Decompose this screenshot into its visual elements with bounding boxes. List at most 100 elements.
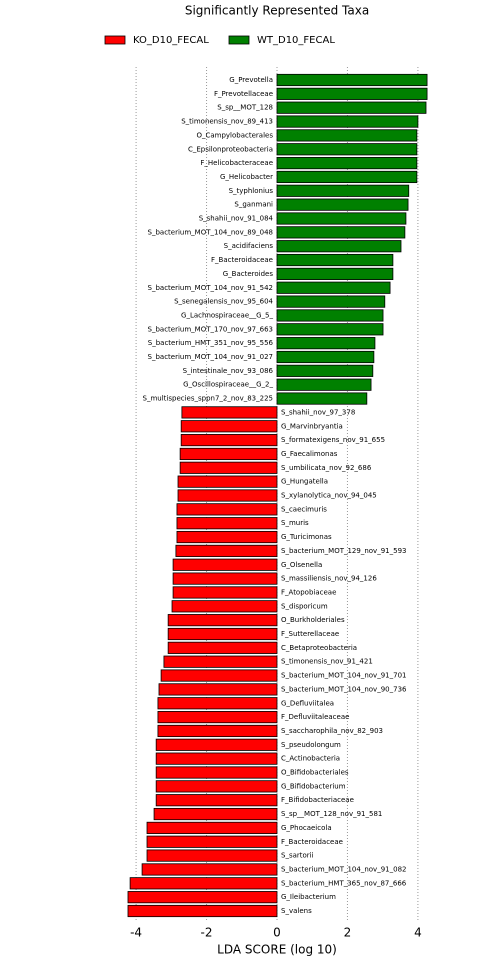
bar: [177, 475, 278, 488]
legend-swatch: [104, 35, 126, 45]
bar: [276, 226, 406, 239]
bar-label: S_caecimuris: [281, 505, 327, 513]
bar: [160, 669, 278, 682]
bar-label: G_Faecalimonas: [281, 450, 338, 458]
bar: [172, 558, 278, 571]
bar: [171, 600, 278, 613]
x-tick-label: 4: [414, 926, 422, 940]
bar-label: G_Bacteroides: [223, 270, 274, 278]
bar-label: G_Turicimonas: [281, 533, 332, 541]
bar: [155, 780, 278, 793]
bar-label: F_Bifidobacteriaceae: [281, 796, 354, 804]
bar: [163, 655, 278, 668]
bar: [157, 724, 278, 738]
bar: [167, 641, 278, 654]
bar-label: S_bacterium_HMT_351_nov_95_556: [148, 339, 274, 347]
bar-label: G_Prevotella: [229, 76, 273, 84]
bar-label: S_timonensis_nov_91_421: [281, 658, 373, 666]
bar-label: F_Atopobiaceae: [281, 588, 336, 596]
bar-label: S_umbilicata_nov_92_686: [281, 464, 372, 472]
bar: [181, 406, 278, 419]
bar-label: S_intestinale_nov_93_086: [183, 367, 274, 375]
bar-label: S_typhlonius: [229, 187, 274, 195]
bar: [179, 447, 278, 461]
bar: [155, 738, 278, 751]
bar: [276, 212, 407, 225]
bar: [153, 807, 278, 821]
bar-label: G_Oscillospiraceae__G_2_: [183, 381, 273, 389]
bar: [276, 364, 374, 377]
x-axis-label: LDA SCORE (log 10): [217, 943, 337, 957]
bar-label: F_Bacteroidaceae: [211, 256, 273, 264]
bar: [176, 503, 278, 516]
bar-label: F_Sutterellaceae: [281, 630, 339, 638]
bar: [276, 392, 368, 405]
bar-label: S_bacterium_MOT_104_nov_89_048: [148, 228, 273, 236]
bar: [127, 904, 278, 918]
bar: [276, 87, 428, 100]
bar-label: F_Defluviitaleaceae: [281, 713, 349, 721]
bar-label: S_saccharophila_nov_82_903: [281, 727, 383, 735]
bar-label: S_acidifaciens: [224, 242, 274, 250]
bar-label: S_senegalensis_nov_95_604: [174, 298, 273, 306]
x-tick-label: 2: [344, 926, 352, 940]
bar-label: S_bacterium_MOT_129_nov_91_593: [281, 547, 406, 555]
bar-label: G_Marvinbryantia: [281, 422, 343, 430]
bar-label: G_Defluviitalea: [281, 699, 334, 707]
bar: [146, 835, 278, 848]
bar: [158, 683, 278, 696]
bar-label: S_ganmani: [234, 201, 273, 209]
bar: [276, 323, 384, 336]
bar-label: G_Hungatella: [281, 478, 328, 486]
bar-label: S_formatexigens_nov_91_655: [281, 436, 385, 444]
bar-label: O_Burkholderiales: [281, 616, 345, 624]
bar: [276, 281, 391, 294]
bar-label: C_Actinobacteria: [281, 755, 340, 763]
x-tick-label: -4: [130, 926, 142, 940]
bar: [276, 267, 394, 280]
bar-label: F_Bacteroidaceae: [281, 838, 343, 846]
bar: [129, 877, 278, 890]
bar-label: S_bacterium_MOT_104_nov_90_736: [281, 685, 407, 693]
bar-label: G_Olsenella: [281, 561, 322, 569]
x-tick-label: -2: [201, 926, 213, 940]
bar: [276, 378, 372, 391]
bar-label: S_shahii_nov_91_084: [199, 215, 274, 223]
bar: [155, 794, 278, 807]
bar-label: S_sartorii: [281, 852, 314, 860]
bar-label: G_Lachnospiraceae__G_5_: [181, 311, 273, 319]
bar-label: S_bacterium_MOT_104_nov_91_027: [148, 353, 273, 361]
bar-label: G_Ileibacterium: [281, 893, 336, 901]
bar-label: G_Phocaeicola: [281, 824, 332, 832]
bar: [155, 752, 278, 765]
bar-label: G_Helicobacter: [220, 173, 273, 181]
bar: [276, 73, 428, 87]
bar: [276, 115, 419, 128]
bar-label: S_valens: [281, 907, 312, 915]
bar: [276, 350, 375, 364]
bar-label: F_Prevotellaceae: [214, 90, 273, 98]
bar: [175, 544, 278, 557]
chart-title: Significantly Represented Taxa: [185, 4, 369, 18]
bar: [276, 337, 376, 350]
legend-swatch: [228, 35, 250, 45]
bar: [276, 184, 410, 197]
bar: [146, 849, 278, 862]
bar-label: S_disporicum: [281, 602, 328, 610]
bar-label: G_Bifidobacterium: [281, 782, 346, 790]
bar: [157, 697, 278, 710]
bar: [276, 240, 402, 253]
x-tick-label: 0: [273, 926, 281, 940]
bar-label: S_pseudolongum: [281, 741, 341, 749]
bar: [180, 434, 278, 447]
legend-label: WT_D10_FECAL: [257, 35, 335, 46]
bar-label: S_bacterium_MOT_104_nov_91_701: [281, 672, 406, 680]
bar-label: S_bacterium_MOT_104_nov_91_082: [281, 865, 406, 873]
bar-label: S_timonensis_nov_89_413: [181, 118, 273, 126]
bar: [172, 572, 278, 585]
bar: [276, 309, 384, 322]
bar: [276, 170, 418, 184]
bar: [146, 821, 278, 834]
bar: [180, 420, 278, 433]
bar-label: S_sp__MOT_128_nov_91_581: [281, 810, 382, 818]
